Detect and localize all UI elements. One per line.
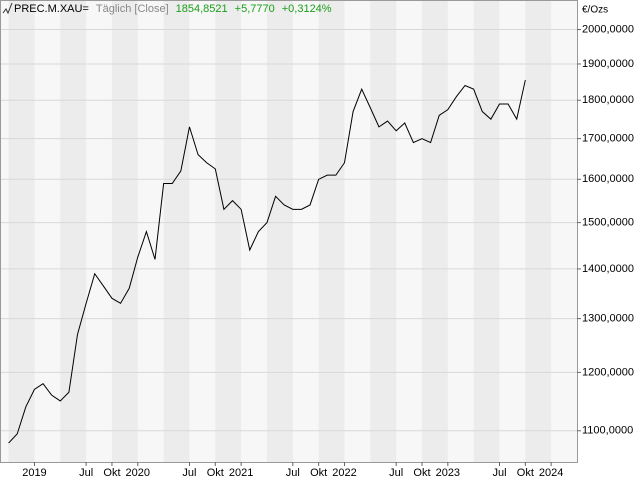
x-tick-label: 2024 bbox=[539, 467, 563, 479]
x-tick-label: 2020 bbox=[126, 467, 150, 479]
quarter-band bbox=[111, 0, 138, 462]
quarter-band bbox=[370, 0, 397, 462]
y-tick-label: 1500,0000 bbox=[582, 217, 634, 229]
grid bbox=[0, 29, 577, 432]
y-tick-label: 1900,0000 bbox=[582, 58, 634, 70]
x-tick-label: Jul bbox=[286, 467, 300, 479]
chart-title: PREC.M.XAU= bbox=[14, 3, 89, 15]
x-tick-label: 2019 bbox=[22, 467, 46, 479]
x-tick-label: Okt bbox=[413, 467, 430, 479]
x-tick-label: Jul bbox=[79, 467, 93, 479]
x-tick-label: Okt bbox=[517, 467, 534, 479]
y-tick-label: 1400,0000 bbox=[582, 263, 634, 275]
background bbox=[8, 0, 552, 462]
y-tick-label: 1300,0000 bbox=[582, 313, 634, 325]
change-percent: +0,3124% bbox=[282, 3, 332, 15]
x-tick-label: Okt bbox=[310, 467, 327, 479]
y-axis-label: €/Ozs bbox=[582, 5, 608, 16]
quarter-band bbox=[163, 0, 190, 462]
y-tick-label: 2000,0000 bbox=[582, 23, 634, 35]
x-tick-label: 2021 bbox=[229, 467, 253, 479]
quarter-band bbox=[421, 0, 448, 462]
y-tick-label: 1600,0000 bbox=[582, 173, 634, 185]
quarter-band bbox=[525, 0, 552, 462]
quarter-band bbox=[473, 0, 500, 462]
quarter-band bbox=[318, 0, 345, 462]
plot bbox=[8, 79, 526, 444]
x-tick-label: 2023 bbox=[436, 467, 460, 479]
x-tick-label: Jul bbox=[492, 467, 506, 479]
price-line bbox=[8, 79, 526, 444]
quarter-band bbox=[215, 0, 242, 462]
y-tick-label: 1800,0000 bbox=[582, 94, 634, 106]
plot-frame bbox=[0, 0, 578, 463]
chart-icon bbox=[2, 2, 13, 15]
y-tick-label: 1700,0000 bbox=[582, 133, 634, 145]
x-tick-label: Okt bbox=[103, 467, 120, 479]
last-value: 1854,8521 bbox=[176, 3, 228, 15]
x-tick-label: Okt bbox=[207, 467, 224, 479]
quarter-band bbox=[8, 0, 35, 462]
y-tick-label: 1100,0000 bbox=[582, 425, 633, 437]
x-tick-label: Jul bbox=[389, 467, 403, 479]
x-tick-label: Jul bbox=[182, 467, 196, 479]
y-tick-label: 1200,0000 bbox=[582, 366, 634, 378]
change: +5,7770 bbox=[235, 3, 275, 15]
x-tick-label: 2022 bbox=[332, 467, 356, 479]
quarter-band bbox=[266, 0, 293, 462]
chart-subtitle: Täglich [Close] bbox=[96, 3, 169, 15]
quarter-band bbox=[60, 0, 87, 462]
